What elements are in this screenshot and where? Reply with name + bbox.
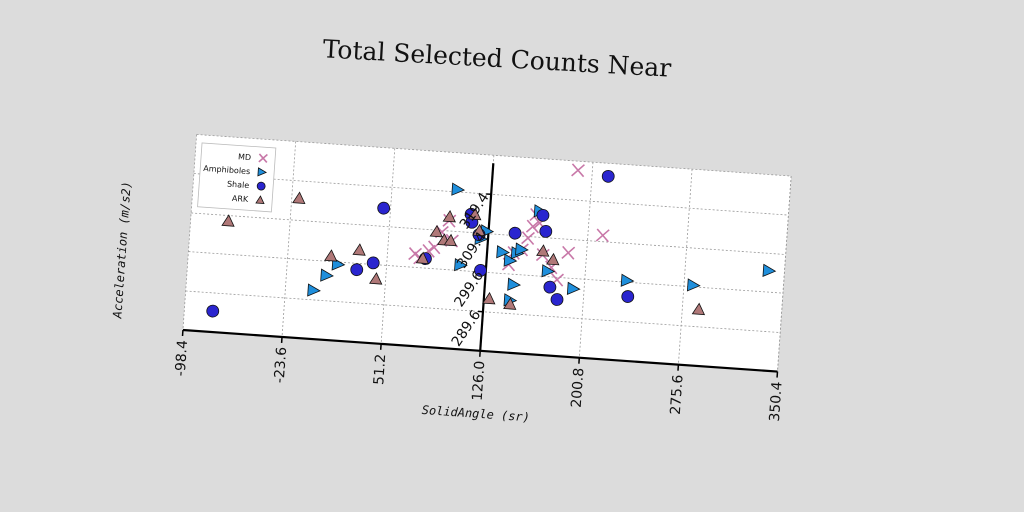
data-point xyxy=(550,293,564,306)
grid-line-x xyxy=(578,162,594,358)
data-point xyxy=(571,163,585,178)
legend-label: Amphiboles xyxy=(203,164,250,176)
data-point xyxy=(454,257,468,272)
data-point xyxy=(536,244,550,257)
data-point xyxy=(496,245,510,259)
data-points xyxy=(206,163,777,318)
data-point xyxy=(307,283,321,297)
data-point xyxy=(415,251,430,265)
data-point xyxy=(515,242,529,256)
y-axis-label: Acceleration (m/s2) xyxy=(110,181,134,320)
data-point xyxy=(324,249,338,262)
x-stroke xyxy=(408,247,423,261)
data-point xyxy=(408,247,423,261)
x-axis-label: SolidAngle (sr) xyxy=(421,403,530,425)
x-tick-label: 51.2 xyxy=(371,353,389,385)
data-point xyxy=(507,277,522,291)
x-tick-label: 275.6 xyxy=(668,374,687,415)
data-point xyxy=(686,278,701,292)
data-point xyxy=(601,169,615,183)
x-tick-label: -98.4 xyxy=(173,339,191,376)
data-point xyxy=(691,302,706,316)
data-point xyxy=(541,264,556,278)
data-point xyxy=(525,219,540,234)
data-point xyxy=(503,297,517,310)
legend-box xyxy=(197,142,277,213)
data-point xyxy=(474,264,487,277)
x-stroke xyxy=(561,246,576,259)
legend-label: MD xyxy=(238,152,252,162)
axes xyxy=(181,163,779,378)
data-point xyxy=(521,231,535,246)
data-point xyxy=(320,268,334,282)
legend: MD Amphiboles Shale ARK xyxy=(197,142,277,213)
grid-line-x xyxy=(182,134,198,331)
x-tick-labels: -98.4 -23.6 51.2 126.0 200.8 275.6 350.4 xyxy=(173,339,786,422)
data-point xyxy=(366,256,380,270)
legend-marker xyxy=(256,181,266,191)
legend-marker xyxy=(255,195,265,205)
legend-label: ARK xyxy=(232,194,250,204)
data-point xyxy=(536,208,550,222)
data-point xyxy=(543,280,557,294)
data-point xyxy=(429,224,443,238)
data-point xyxy=(539,224,553,238)
x-tick-label: -23.6 xyxy=(272,346,290,383)
data-point xyxy=(472,223,486,237)
data-point xyxy=(352,243,366,256)
data-point xyxy=(442,209,456,223)
x-stroke xyxy=(521,231,535,245)
data-point xyxy=(292,191,306,204)
x-stroke xyxy=(571,164,585,177)
legend-marker xyxy=(257,167,268,177)
data-point xyxy=(369,272,383,285)
x-stroke xyxy=(525,220,540,233)
data-point xyxy=(350,263,364,277)
grid-line-x xyxy=(281,141,297,337)
data-point xyxy=(221,214,235,227)
frame-right xyxy=(777,176,792,372)
frame-top xyxy=(196,134,792,177)
x-stroke xyxy=(595,229,610,242)
data-point xyxy=(468,207,482,221)
data-point xyxy=(546,252,560,266)
data-point xyxy=(503,253,518,267)
data-point xyxy=(451,182,466,196)
data-point xyxy=(443,233,457,247)
data-point xyxy=(595,228,610,243)
data-point xyxy=(620,273,635,287)
data-point xyxy=(482,291,496,305)
plot-area: -98.4 -23.6 51.2 126.0 200.8 275.6 350.4 289.6… xyxy=(173,134,792,425)
x-tick-label: 350.4 xyxy=(767,381,786,422)
x-stroke xyxy=(258,153,268,163)
x-tick-label: 126.0 xyxy=(470,360,489,401)
data-point xyxy=(762,263,777,277)
legend-label: Shale xyxy=(227,180,250,191)
grid-line-x xyxy=(380,148,396,344)
data-point xyxy=(206,304,220,318)
data-point xyxy=(561,245,576,260)
data-point xyxy=(508,226,522,240)
data-point xyxy=(621,290,635,303)
data-point xyxy=(377,201,391,215)
series-ark xyxy=(221,191,706,316)
data-point xyxy=(566,281,581,295)
x-tick-label: 200.8 xyxy=(569,367,588,408)
legend-marker xyxy=(258,153,268,163)
